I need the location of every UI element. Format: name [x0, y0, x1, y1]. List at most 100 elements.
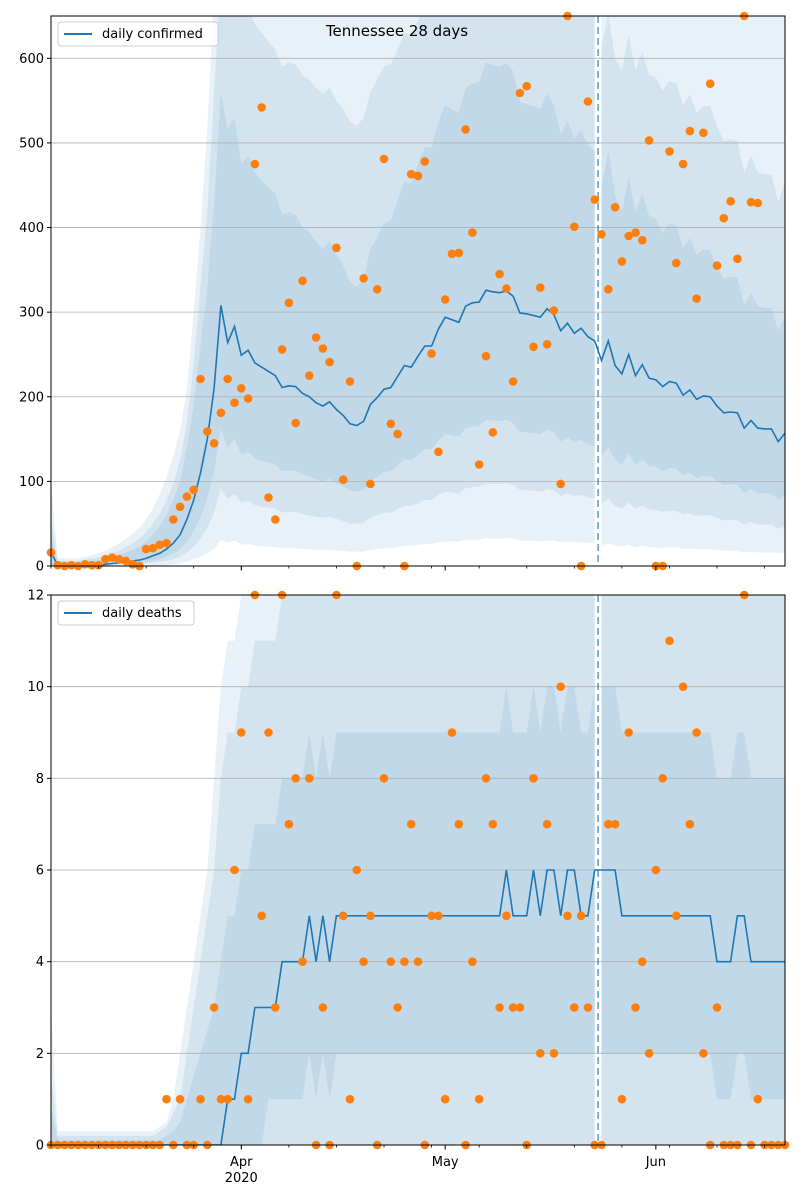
deaths-observed-point	[400, 957, 409, 966]
deaths-y-tick-label: 2	[36, 1047, 44, 1062]
confirmed-observed-point	[515, 88, 525, 98]
deaths-observed-point	[508, 1003, 518, 1012]
confirmed-observed-point	[502, 284, 511, 293]
confirmed-observed-point	[481, 351, 491, 361]
confirmed-observed-point	[468, 228, 477, 237]
deaths-observed-point	[488, 819, 498, 829]
deaths-observed-point	[216, 1094, 226, 1104]
confirmed-observed-point	[237, 384, 246, 393]
confirmed-observed-point	[719, 213, 729, 223]
deaths-observed-point	[291, 774, 301, 783]
confirmed-band-2-forecast	[601, 151, 785, 500]
confirmed-legend: daily confirmed	[57, 21, 219, 47]
deaths-observed-point	[638, 957, 647, 966]
deaths-x-tick-label: May	[432, 1155, 459, 1170]
confirmed-y-tick-label: 200	[19, 390, 44, 405]
deaths-observed-point	[284, 819, 294, 829]
confirmed-y-tick-label: 0	[36, 560, 44, 575]
confirmed-observed-point	[522, 81, 531, 91]
deaths-observed-point	[570, 1003, 579, 1012]
confirmed-observed-point	[746, 197, 756, 207]
confirmed-observed-point	[148, 543, 158, 553]
confirmed-observed-point	[298, 276, 307, 286]
deaths-observed-point	[386, 957, 396, 966]
confirmed-observed-point	[447, 249, 457, 259]
deaths-observed-point	[447, 728, 457, 737]
confirmed-observed-point	[162, 538, 171, 548]
deaths-observed-point	[515, 1003, 525, 1012]
deaths-observed-point	[583, 1003, 593, 1012]
confirmed-observed-point	[556, 479, 565, 489]
confirmed-observed-point	[379, 154, 389, 164]
deaths-observed-point	[271, 1003, 280, 1012]
deaths-observed-point	[196, 1094, 205, 1104]
deaths-y-tick-label: 4	[36, 955, 44, 970]
confirmed-observed-point	[359, 274, 368, 283]
deaths-observed-point	[631, 1003, 640, 1012]
confirmed-bands	[51, 16, 785, 566]
deaths-observed-point	[529, 774, 538, 783]
deaths-observed-point	[556, 682, 565, 691]
deaths-observed-point	[162, 1094, 171, 1104]
confirmed-observed-point	[542, 340, 552, 349]
legend-label: daily deaths	[102, 606, 182, 621]
deaths-observed-point	[338, 911, 348, 921]
confirmed-observed-point	[182, 492, 192, 501]
confirmed-observed-point	[250, 159, 260, 169]
confirmed-observed-point	[325, 357, 334, 367]
confirmed-observed-point	[712, 261, 722, 270]
confirmed-y-tick-label: 400	[19, 221, 44, 236]
deaths-observed-point	[624, 728, 633, 737]
confirmed-observed-point	[209, 439, 219, 448]
confirmed-observed-point	[94, 560, 103, 570]
legend-box	[57, 600, 195, 626]
confirmed-observed-point	[345, 377, 355, 386]
deaths-observed-point	[393, 1003, 402, 1012]
confirmed-x-ticks	[50, 566, 766, 571]
confirmed-observed-point	[107, 553, 117, 562]
deaths-observed-point	[359, 957, 368, 966]
confirmed-observed-point	[318, 344, 328, 353]
confirmed-observed-point	[624, 231, 633, 241]
deaths-observed-point	[665, 636, 674, 646]
confirmed-observed-point	[508, 377, 518, 386]
chart-title: Tennessee 28 days	[325, 22, 468, 40]
confirmed-observed-point	[495, 269, 504, 279]
confirmed-observed-point	[271, 515, 280, 524]
confirmed-observed-point	[114, 554, 124, 564]
deaths-observed-point	[413, 957, 423, 966]
deaths-observed-point	[495, 1003, 504, 1012]
deaths-observed-point	[440, 1094, 450, 1104]
confirmed-observed-point	[733, 254, 742, 264]
deaths-observed-point	[257, 911, 267, 921]
deaths-observed-point	[264, 728, 273, 737]
deaths-observed-point	[237, 728, 246, 737]
confirmed-observed-point	[216, 408, 226, 418]
deaths-observed-point	[678, 682, 688, 691]
deaths-observed-point	[243, 1094, 253, 1104]
confirmed-observed-point	[638, 235, 647, 245]
deaths-observed-point	[753, 1094, 763, 1104]
deaths-observed-point	[305, 774, 314, 783]
deaths-legend: daily deaths	[57, 600, 195, 626]
deaths-observed-point	[542, 819, 552, 829]
deaths-band-2-forecast	[601, 686, 785, 1100]
confirmed-observed-point	[67, 560, 76, 570]
confirmed-observed-point	[386, 419, 396, 429]
confirmed-observed-point	[311, 333, 321, 342]
deaths-observed-point	[209, 1003, 219, 1012]
confirmed-observed-point	[393, 429, 402, 439]
confirmed-observed-point	[372, 285, 382, 294]
confirmed-observed-point	[570, 222, 579, 231]
confirmed-observed-point	[121, 556, 131, 566]
confirmed-model-line	[51, 289, 785, 566]
deaths-observed-point	[685, 819, 695, 829]
confirmed-observed-point	[617, 257, 627, 266]
deaths-observed-point	[345, 1094, 355, 1104]
deaths-observed-point	[454, 819, 464, 829]
deaths-observed-point	[644, 1049, 654, 1058]
legend-label: daily confirmed	[102, 27, 203, 42]
